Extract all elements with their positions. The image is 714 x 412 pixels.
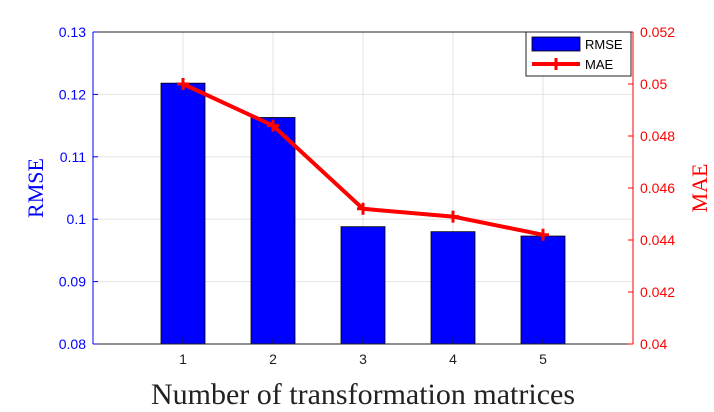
legend-label-mae: MAE <box>585 57 614 72</box>
bar-rmse-4 <box>430 231 476 345</box>
tick-label-right-1: 0.042 <box>640 284 675 300</box>
y-axis-left-label: RMSE <box>23 158 48 218</box>
tick-label-x-0: 1 <box>179 351 187 367</box>
legend: RMSE MAE <box>525 31 632 77</box>
point-mae-1 <box>177 78 189 90</box>
tick-label-left-3: 0.11 <box>60 149 86 165</box>
point-mae-4 <box>447 210 459 223</box>
point-mae-3 <box>357 202 369 215</box>
bar-rmse-5 <box>520 235 566 345</box>
y-axis-right-label: MAE <box>687 164 712 213</box>
tick-label-x-3: 4 <box>449 351 457 367</box>
tick-label-x-4: 5 <box>539 351 547 367</box>
tick-label-left-4: 0.12 <box>59 86 86 102</box>
legend-label-rmse: RMSE <box>585 37 623 52</box>
x-axis-label: Number of transformation matrices <box>151 378 575 411</box>
tick-label-x-2: 3 <box>359 351 367 367</box>
tick-label-left-0: 0.08 <box>59 336 86 352</box>
bar-rmse-1 <box>160 82 206 345</box>
tick-label-left-2: 0.1 <box>67 211 87 227</box>
bar-rmse-3 <box>340 226 386 345</box>
bar-rmse-2 <box>250 117 296 345</box>
tick-label-right-0: 0.04 <box>640 336 667 352</box>
legend-swatch-rmse <box>531 36 581 52</box>
line-layer <box>177 78 549 241</box>
tick-label-left-1: 0.09 <box>59 274 86 290</box>
tick-label-right-6: 0.052 <box>640 24 675 40</box>
ticks-layer: 0.08 0.09 0.1 0.11 0.12 0.13 0.04 0.042 0.044 0.0… <box>59 24 675 367</box>
tick-label-right-4: 0.048 <box>640 128 675 144</box>
point-mae-5 <box>537 228 549 241</box>
bars-layer <box>160 82 566 345</box>
tick-label-right-3: 0.046 <box>640 180 675 196</box>
legend-swatch-mae-marker <box>550 58 562 70</box>
tick-label-right-5: 0.05 <box>640 76 667 92</box>
tick-label-x-1: 2 <box>269 351 277 367</box>
tick-label-right-2: 0.044 <box>640 232 675 248</box>
tick-label-left-5: 0.13 <box>59 24 86 40</box>
point-mae-2 <box>267 119 279 132</box>
